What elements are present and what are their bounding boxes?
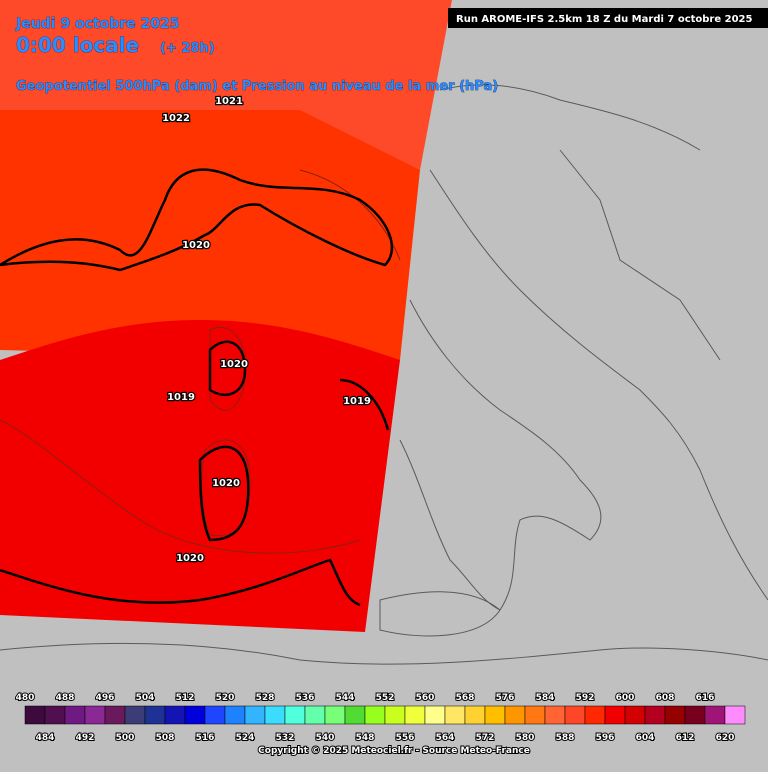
legend-swatch — [644, 705, 666, 725]
legend-swatch — [464, 705, 486, 725]
legend-swatch — [144, 705, 166, 725]
legend-label-top: 616 — [696, 693, 715, 703]
legend-label-bottom: 540 — [316, 733, 335, 743]
legend-swatch — [164, 705, 186, 725]
legend-swatch — [324, 705, 346, 725]
legend-swatch — [364, 705, 386, 725]
legend-label-bottom: 612 — [676, 733, 695, 743]
legend-swatch — [44, 705, 66, 725]
legend-label-top: 584 — [536, 693, 555, 703]
legend-swatch — [124, 705, 146, 725]
isobar-label: 1020 — [182, 240, 210, 251]
legend-label-bottom: 564 — [436, 733, 455, 743]
field-middle — [0, 110, 420, 360]
date: Jeudi 9 octobre 2025 — [15, 16, 179, 32]
legend-label-top: 480 — [16, 693, 35, 703]
legend-label-bottom: 580 — [516, 733, 535, 743]
legend-swatch — [64, 705, 86, 725]
legend-label-top: 552 — [376, 693, 395, 703]
legend-label-top: 512 — [176, 693, 195, 703]
legend-label-bottom: 484 — [36, 733, 55, 743]
lead-time: (+ 28h) — [160, 41, 215, 56]
isobar-label: 1021 — [215, 96, 243, 107]
legend-swatch — [544, 705, 566, 725]
legend-swatch — [284, 705, 306, 725]
legend-swatch — [444, 705, 466, 725]
legend-swatch — [704, 705, 726, 725]
legend-swatch — [624, 705, 646, 725]
legend-label-top: 560 — [416, 693, 435, 703]
isobar-label: 1022 — [162, 113, 190, 124]
legend-swatch — [304, 705, 326, 725]
legend-label-top: 496 — [96, 693, 115, 703]
legend-swatch — [404, 705, 426, 725]
isobar-label: 1020 — [212, 478, 240, 489]
legend-swatch — [24, 705, 46, 725]
legend-swatch — [264, 705, 286, 725]
legend-swatch — [104, 705, 126, 725]
time: 0:00 locale — [16, 33, 139, 57]
legend-label-bottom: 556 — [396, 733, 415, 743]
legend-swatch — [664, 705, 686, 725]
legend-swatch — [224, 705, 246, 725]
isobar-label: 1019 — [343, 396, 371, 407]
legend-swatch — [84, 705, 106, 725]
legend-label-bottom: 516 — [196, 733, 215, 743]
legend-label-top: 488 — [56, 693, 75, 703]
legend-swatch — [724, 705, 746, 725]
legend-label-top: 600 — [616, 693, 635, 703]
isobar-label: 1020 — [176, 553, 204, 564]
legend-label-bottom: 532 — [276, 733, 295, 743]
legend-label-bottom: 500 — [116, 733, 135, 743]
run-banner — [448, 8, 768, 28]
legend-label-top: 504 — [136, 693, 155, 703]
parameter: Geopotentiel 500hPa (dam) et Pression au… — [16, 79, 498, 94]
legend-label-bottom: 572 — [476, 733, 495, 743]
legend-swatch — [204, 705, 226, 725]
legend-swatch — [524, 705, 546, 725]
copyright: Copyright © 2025 Meteociel.fr - Source M… — [258, 746, 530, 756]
legend-swatch — [604, 705, 626, 725]
legend-label-top: 528 — [256, 693, 275, 703]
legend-swatch — [184, 705, 206, 725]
legend-swatch — [504, 705, 526, 725]
legend-swatch — [244, 705, 266, 725]
legend-label-top: 592 — [576, 693, 595, 703]
legend-swatch — [564, 705, 586, 725]
run-info: Run AROME-IFS 2.5km 18 Z du Mardi 7 octo… — [456, 14, 752, 25]
legend-label-top: 544 — [336, 693, 355, 703]
isobar-label: 1020 — [220, 359, 248, 370]
legend-label-bottom: 524 — [236, 733, 255, 743]
legend-label-top: 520 — [216, 693, 235, 703]
legend-swatch — [424, 705, 446, 725]
legend-label-bottom: 596 — [596, 733, 615, 743]
legend-swatch — [344, 705, 366, 725]
legend-label-top: 608 — [656, 693, 675, 703]
legend-label-bottom: 492 — [76, 733, 95, 743]
legend-swatch — [384, 705, 406, 725]
legend-swatch — [484, 705, 506, 725]
coastlines — [0, 84, 768, 665]
isobars — [0, 168, 394, 607]
legend-swatch — [584, 705, 606, 725]
legend-swatch — [684, 705, 706, 725]
legend-label-top: 568 — [456, 693, 475, 703]
isobar-label: 1019 — [167, 392, 195, 403]
legend-label-bottom: 588 — [556, 733, 575, 743]
legend-label-top: 576 — [496, 693, 515, 703]
legend-label-top: 536 — [296, 693, 315, 703]
legend-label-bottom: 548 — [356, 733, 375, 743]
legend-label-bottom: 620 — [716, 733, 735, 743]
legend-label-bottom: 604 — [636, 733, 655, 743]
legend-label-bottom: 508 — [156, 733, 175, 743]
